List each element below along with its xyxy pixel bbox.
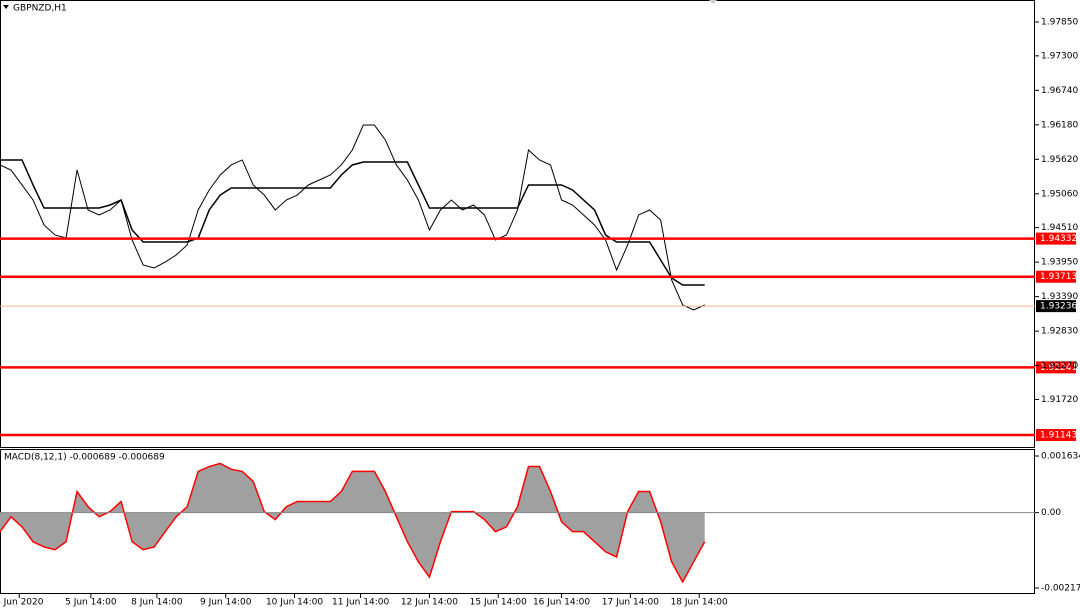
price-label-box xyxy=(1036,300,1076,313)
x-tick-label: 11 Jun 14:00 xyxy=(332,598,389,608)
indicator-title: MACD(8,12,1) -0.000689 -0.000689 xyxy=(4,453,165,463)
y-tick-label: 1.95060 xyxy=(1041,189,1078,199)
price-line xyxy=(0,159,705,286)
y-tick-label: 1.97300 xyxy=(1041,51,1078,61)
x-tick-label: 4 Jun 2020 xyxy=(0,598,44,608)
x-tick-label: 15 Jun 14:00 xyxy=(470,598,527,608)
level-label: 1.92241 xyxy=(1040,363,1077,373)
x-tick-label: 12 Jun 14:00 xyxy=(401,598,458,608)
y-tick-label: 1.96180 xyxy=(1041,120,1078,130)
y-tick-label: 0.00 xyxy=(1041,508,1061,518)
level-label-box xyxy=(1036,428,1076,441)
y-tick-label: 1.94510 xyxy=(1041,223,1078,233)
x-tick-label: 18 Jun 14:00 xyxy=(671,598,728,608)
price-label: 1.93236 xyxy=(1040,302,1077,312)
x-tick-label: 16 Jun 14:00 xyxy=(533,598,590,608)
y-tick-label: 1.93950 xyxy=(1041,258,1078,268)
y-tick-label: 1.91720 xyxy=(1041,395,1078,405)
price-line xyxy=(0,124,705,311)
y-tick-label: -0.002175 xyxy=(1041,583,1080,593)
y-tick-label: 1.92830 xyxy=(1041,327,1078,337)
level-label-box xyxy=(1036,232,1076,245)
macd-area xyxy=(0,463,705,582)
level-label: 1.91143 xyxy=(1040,430,1077,440)
macd-line xyxy=(0,462,706,584)
y-tick-label: 1.97850 xyxy=(1041,17,1078,27)
level-label: 1.94332 xyxy=(1040,234,1077,244)
x-tick-label: 8 Jun 14:00 xyxy=(131,598,183,608)
menu-icon[interactable] xyxy=(3,5,9,9)
level-label-box xyxy=(1036,270,1076,283)
x-tick-label: 10 Jun 14:00 xyxy=(266,598,323,608)
y-tick-label: 1.96740 xyxy=(1041,86,1078,96)
chart-title: GBPNZD,H1 xyxy=(13,4,67,14)
level-label: 1.93713 xyxy=(1040,272,1077,282)
x-tick-label: 5 Jun 14:00 xyxy=(65,598,117,608)
x-tick-label: 17 Jun 14:00 xyxy=(602,598,659,608)
price-pane xyxy=(0,0,1035,448)
y-tick-label: 0.001634 xyxy=(1041,452,1080,462)
shift-marker xyxy=(709,0,717,4)
level-label-box xyxy=(1036,361,1076,374)
x-tick-label: 9 Jun 14:00 xyxy=(200,598,252,608)
y-tick-label: 1.93390 xyxy=(1041,292,1078,302)
y-tick-label: 1.92270 xyxy=(1041,361,1078,371)
y-tick-label: 1.95620 xyxy=(1041,155,1078,165)
